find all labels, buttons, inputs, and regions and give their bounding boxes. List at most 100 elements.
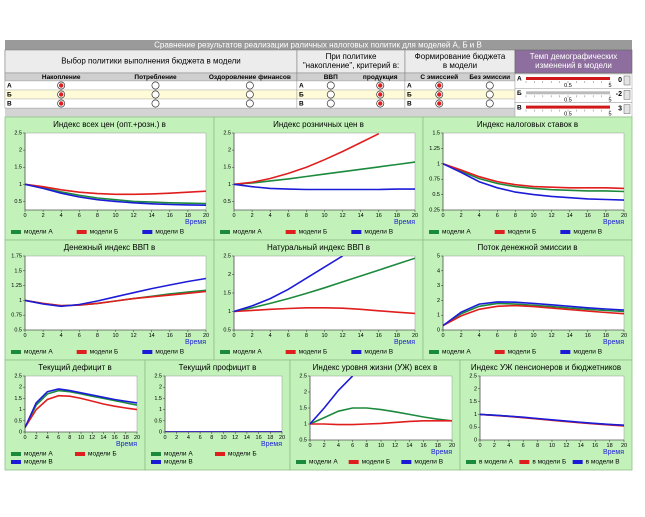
x-tick-label: 10 bbox=[78, 435, 84, 441]
slider-scale: 0.5 bbox=[564, 97, 572, 103]
series-line bbox=[25, 388, 137, 428]
panel-title-bg bbox=[514, 49, 633, 74]
x-tick-label: 2 bbox=[35, 435, 38, 441]
x-tick-label: 8 bbox=[305, 213, 308, 219]
series-line bbox=[480, 413, 624, 426]
panel-title: изменений в модели bbox=[535, 61, 612, 70]
legend-swatch bbox=[519, 460, 530, 464]
legend-swatch bbox=[494, 350, 505, 354]
row-label: В bbox=[517, 104, 522, 111]
y-tick-label: 1.25 bbox=[429, 146, 440, 152]
spinner[interactable] bbox=[623, 90, 631, 100]
legend-label: модели В bbox=[364, 229, 393, 236]
legend-swatch bbox=[76, 230, 87, 234]
slider-value: 0 bbox=[618, 77, 622, 84]
y-tick-label: 1 bbox=[19, 182, 22, 188]
legend-label: модели А bbox=[24, 229, 53, 236]
spinner[interactable] bbox=[623, 104, 631, 114]
legend-swatch bbox=[429, 230, 439, 234]
radio-button[interactable] bbox=[326, 99, 335, 108]
x-tick-label: 14 bbox=[149, 333, 155, 339]
x-tick-label: 4 bbox=[60, 333, 63, 339]
legend-label: модели В bbox=[364, 349, 393, 356]
slider-track[interactable] bbox=[526, 77, 610, 80]
x-tick-label: 10 bbox=[321, 333, 327, 339]
y-tick-label: 2.5 bbox=[299, 373, 307, 379]
radio-button[interactable] bbox=[151, 99, 160, 108]
series-line bbox=[443, 302, 624, 327]
y-tick-label: 0.5 bbox=[14, 418, 22, 424]
y-tick-label: 2 bbox=[474, 386, 477, 392]
y-tick-label: 0.5 bbox=[154, 418, 162, 424]
x-tick-label: 14 bbox=[358, 333, 364, 339]
x-axis-label: Время bbox=[185, 219, 206, 226]
radio-button[interactable] bbox=[326, 90, 335, 99]
radio-button[interactable] bbox=[151, 90, 160, 99]
radio-button[interactable] bbox=[245, 99, 254, 108]
y-tick-label: 1.5 bbox=[14, 165, 22, 171]
x-tick-label: 12 bbox=[340, 213, 346, 219]
radio-dot bbox=[58, 92, 64, 97]
plot-area bbox=[24, 132, 207, 211]
y-tick-label: 0 bbox=[474, 437, 477, 443]
y-tick-label: 0.5 bbox=[14, 199, 22, 205]
row-label: А bbox=[517, 76, 522, 83]
legend-swatch bbox=[351, 350, 362, 354]
y-tick-label: 1.25 bbox=[11, 283, 22, 289]
y-tick-label: 1.75 bbox=[11, 253, 22, 259]
legend-label: модели Б bbox=[90, 229, 119, 236]
table-row bbox=[404, 80, 516, 91]
series-line bbox=[234, 307, 415, 315]
y-tick-label: 2.5 bbox=[223, 253, 231, 259]
x-tick-label: 12 bbox=[131, 333, 137, 339]
x-tick-label: 4 bbox=[187, 435, 190, 441]
x-tick-label: 20 bbox=[621, 443, 627, 449]
x-tick-label: 4 bbox=[60, 213, 63, 219]
radio-button[interactable] bbox=[485, 90, 494, 99]
radio-button[interactable] bbox=[326, 81, 335, 90]
radio-button[interactable] bbox=[485, 99, 494, 108]
legend-swatch bbox=[76, 350, 87, 354]
radio-dot bbox=[437, 83, 442, 88]
x-tick-label: 8 bbox=[96, 213, 99, 219]
x-tick-label: 0 bbox=[163, 435, 166, 441]
x-tick-label: 10 bbox=[321, 213, 327, 219]
y-tick-label: 1 bbox=[437, 161, 440, 167]
spinner[interactable] bbox=[623, 75, 631, 86]
radio-button[interactable] bbox=[245, 81, 254, 90]
legend-swatch bbox=[466, 460, 476, 464]
x-tick-label: 16 bbox=[376, 333, 382, 339]
x-tick-label: 10 bbox=[220, 435, 226, 441]
x-tick-label: 16 bbox=[112, 435, 118, 441]
series-line bbox=[25, 183, 206, 206]
y-tick-label: 0 bbox=[159, 429, 162, 435]
series-line bbox=[25, 277, 206, 308]
slider-track[interactable] bbox=[526, 105, 610, 109]
y-tick-label: 0.5 bbox=[223, 327, 231, 333]
table-row bbox=[404, 98, 516, 109]
slider-track[interactable] bbox=[526, 91, 610, 95]
chart-title: Натуральный индекс ВВП в bbox=[267, 243, 370, 252]
x-tick-label: 6 bbox=[496, 333, 499, 339]
radio-button[interactable] bbox=[151, 81, 160, 90]
legend-label: модели Б bbox=[90, 349, 119, 356]
legend-swatch bbox=[11, 460, 21, 464]
y-tick-label: 1.5 bbox=[223, 290, 231, 296]
column-header: ВВП bbox=[324, 74, 338, 81]
radio-button[interactable] bbox=[245, 90, 254, 99]
legend-label: модели А bbox=[24, 451, 53, 458]
title-bar bbox=[5, 40, 632, 50]
x-tick-label: 4 bbox=[46, 435, 49, 441]
x-tick-label: 14 bbox=[567, 333, 573, 339]
panel-title: Темп демографических bbox=[530, 52, 617, 61]
x-tick-label: 0 bbox=[23, 435, 26, 441]
row-label: В bbox=[299, 101, 304, 108]
x-tick-label: 2 bbox=[460, 333, 463, 339]
x-tick-label: 12 bbox=[563, 443, 569, 449]
series-line bbox=[234, 256, 344, 313]
radio-button[interactable] bbox=[485, 81, 494, 90]
x-tick-label: 18 bbox=[435, 443, 441, 449]
y-tick-label: 0.5 bbox=[14, 327, 22, 333]
x-tick-label: 12 bbox=[392, 443, 398, 449]
x-tick-label: 4 bbox=[478, 333, 481, 339]
